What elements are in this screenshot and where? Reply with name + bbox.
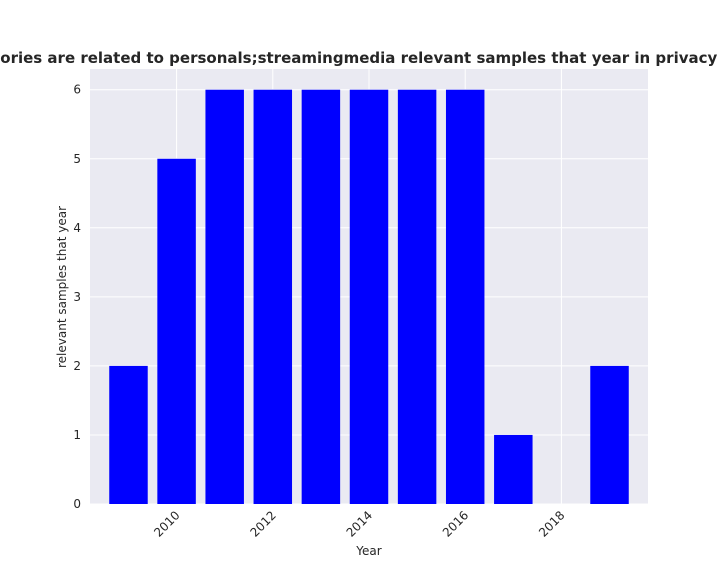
chart-title: Categories are related to personals;stre… xyxy=(0,49,720,67)
bar-2016 xyxy=(445,89,485,504)
y-tick-label: 1 xyxy=(73,428,81,442)
bar-2015 xyxy=(397,89,437,504)
y-tick-labels: 0 1 2 3 4 5 6 xyxy=(73,83,81,511)
y-tick-label: 6 xyxy=(73,83,81,97)
y-tick-label: 3 xyxy=(73,290,81,304)
x-tick-label: 2012 xyxy=(247,508,278,539)
bar-2011 xyxy=(205,89,244,504)
y-tick-label: 0 xyxy=(73,497,81,511)
bar-2017 xyxy=(494,434,533,504)
x-tick-label: 2010 xyxy=(151,508,182,539)
bar-2019 xyxy=(590,365,629,504)
bars-group xyxy=(109,89,629,504)
y-axis-label: relevant samples that year xyxy=(55,206,69,368)
x-tick-label: 2016 xyxy=(440,508,471,539)
bar-2013 xyxy=(301,89,341,504)
x-tick-label: 2014 xyxy=(344,508,375,539)
y-tick-label: 5 xyxy=(73,152,81,166)
bar-2009 xyxy=(109,365,148,504)
x-axis-label: Year xyxy=(355,544,381,558)
y-tick-label: 4 xyxy=(73,221,81,235)
x-tick-label: 2018 xyxy=(536,508,567,539)
y-tick-label: 2 xyxy=(73,359,81,373)
bar-2010 xyxy=(157,158,196,504)
x-tick-labels: 2010 2012 2014 2016 2018 xyxy=(151,508,567,539)
bar-2012 xyxy=(253,89,293,504)
bar-2014 xyxy=(349,89,389,504)
